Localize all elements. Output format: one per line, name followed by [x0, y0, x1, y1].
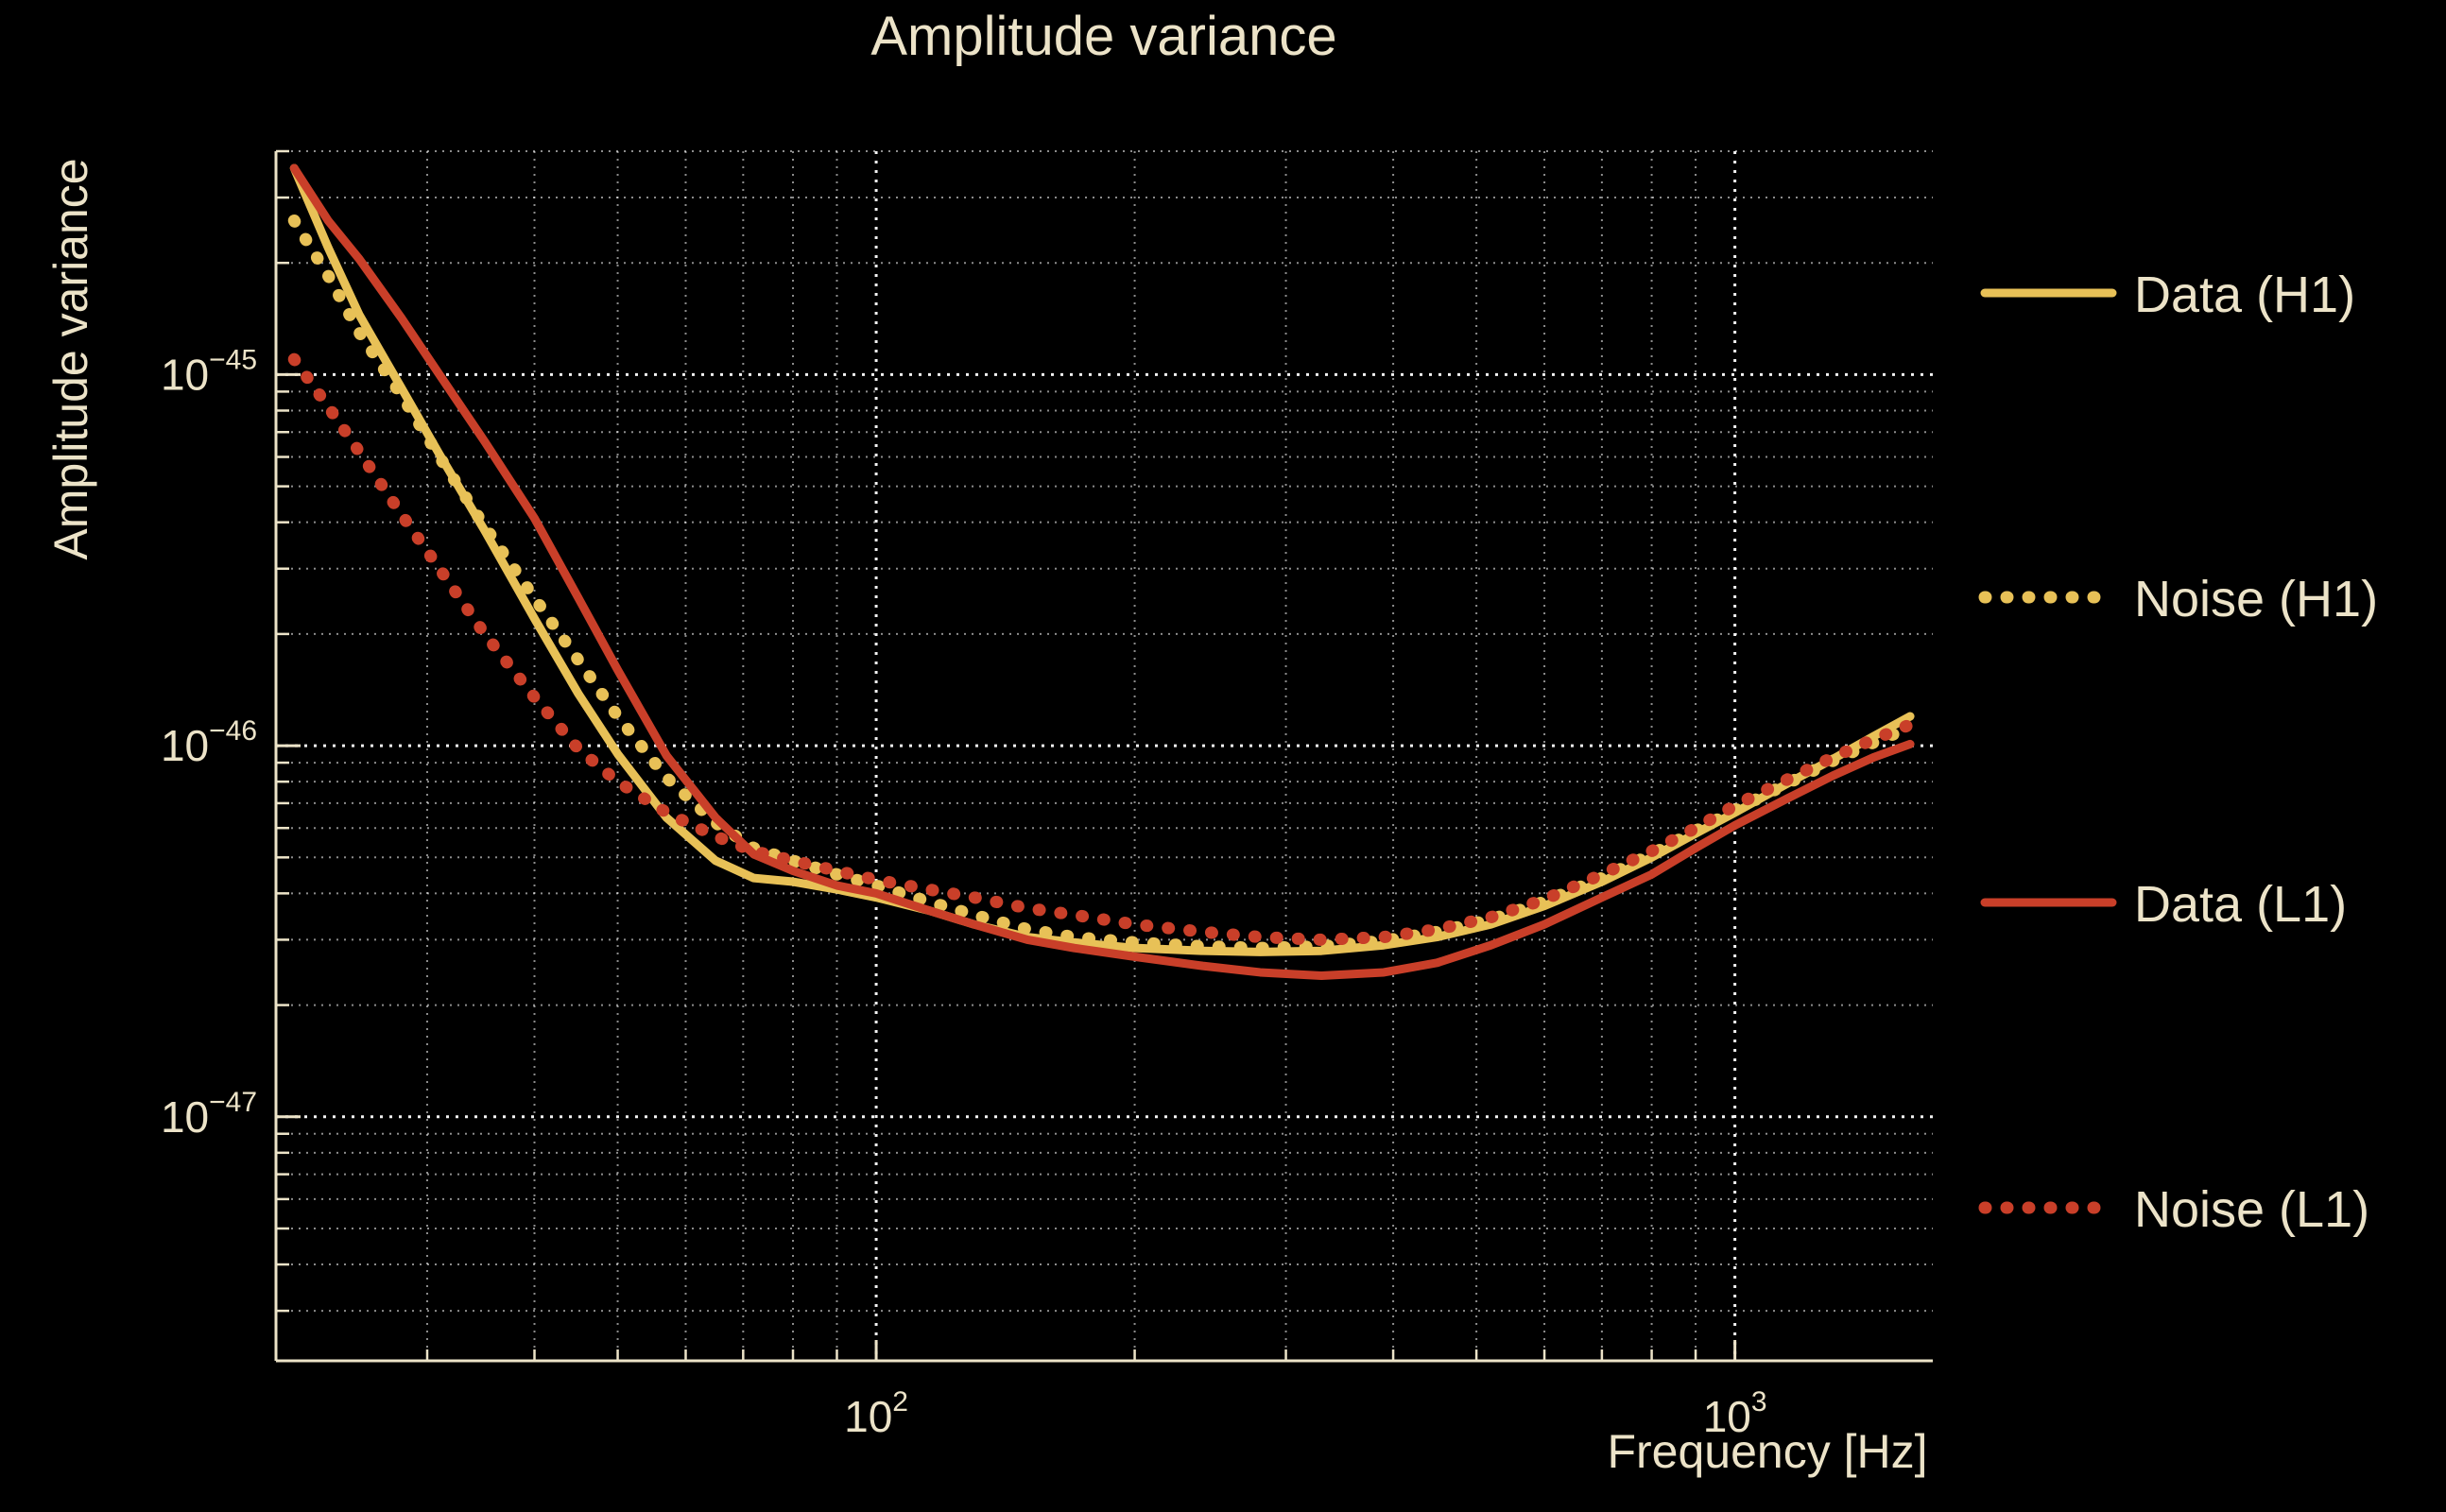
x-tick-label-0: 102: [844, 1386, 908, 1441]
legend-item-data-l1[interactable]: Data (L1): [1980, 876, 2347, 933]
y-tick-label-1: 10−46: [161, 715, 257, 770]
axis-tick-marks: [274, 149, 1737, 1361]
legend-item-data-h1[interactable]: Data (H1): [1980, 266, 2355, 323]
legend[interactable]: Data (H1) Noise (H1) Data (L1) Noise (L1): [1978, 266, 2378, 1238]
legend-item-noise-h1[interactable]: Noise (H1): [1978, 571, 2378, 627]
series-path-noise-l1: [287, 352, 1917, 946]
legend-label-0: Data (H1): [2134, 266, 2355, 323]
legend-item-noise-l1[interactable]: Noise (L1): [1978, 1181, 2369, 1238]
chart-title: Amplitude variance: [870, 6, 1336, 67]
axis-tick-labels: 10−45 10−46 10−47 102 103: [161, 344, 1767, 1441]
x-tick-label-1: 103: [1703, 1386, 1767, 1441]
y-tick-label-0: 10−45: [161, 344, 257, 399]
series-path-noise-h1: [287, 214, 1917, 954]
x-axis-title: Frequency [Hz]: [1607, 1425, 1927, 1478]
y-axis-title: Amplitude variance: [44, 158, 97, 559]
data-series-layer: [287, 163, 1917, 980]
series-path-data-l1: [289, 163, 1915, 980]
axis-spines: [274, 151, 1933, 1363]
major-gridlines: [276, 151, 1933, 1361]
legend-label-1: Noise (H1): [2134, 571, 2378, 627]
legend-label-3: Noise (L1): [2134, 1181, 2369, 1238]
legend-label-2: Data (L1): [2134, 876, 2347, 933]
y-tick-label-2: 10−47: [161, 1087, 257, 1142]
